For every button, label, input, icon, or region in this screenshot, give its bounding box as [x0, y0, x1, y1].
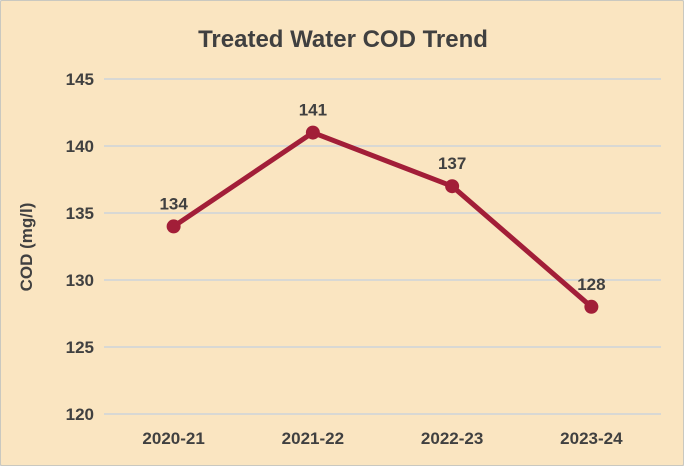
y-axis-tick-labels: 120 125 130 135 140 145: [66, 70, 94, 424]
data-point-marker: [166, 219, 181, 234]
chart-title: Treated Water COD Trend: [198, 26, 488, 53]
y-axis-tick-label: 120: [66, 405, 94, 424]
gridlines: [104, 78, 661, 415]
y-axis-tick-label: 130: [66, 271, 94, 290]
y-axis-tick-label: 145: [66, 70, 94, 89]
y-axis-tick-label: 140: [66, 137, 94, 156]
y-axis-title: COD (mg/l): [17, 203, 36, 292]
y-axis-tick-label: 135: [66, 204, 94, 223]
data-label: 134: [159, 194, 188, 213]
data-series: [166, 125, 599, 314]
x-axis-tick-label: 2022-23: [421, 429, 483, 448]
x-axis-tick-label: 2021-22: [282, 429, 344, 448]
series-line: [171, 130, 594, 310]
data-label: 128: [577, 275, 605, 294]
x-axis-tick-labels: 2020-21 2021-22 2022-23 2023-24: [142, 429, 623, 448]
data-point-marker: [584, 299, 599, 314]
data-label: 141: [299, 101, 327, 120]
data-point-marker: [305, 125, 320, 140]
data-labels: 134 141 137 128: [159, 101, 605, 294]
x-axis-tick-label: 2020-21: [142, 429, 204, 448]
y-axis-tick-label: 125: [66, 338, 94, 357]
data-label: 137: [438, 154, 466, 173]
data-point-marker: [445, 179, 460, 194]
x-axis-tick-label: 2023-24: [560, 429, 623, 448]
